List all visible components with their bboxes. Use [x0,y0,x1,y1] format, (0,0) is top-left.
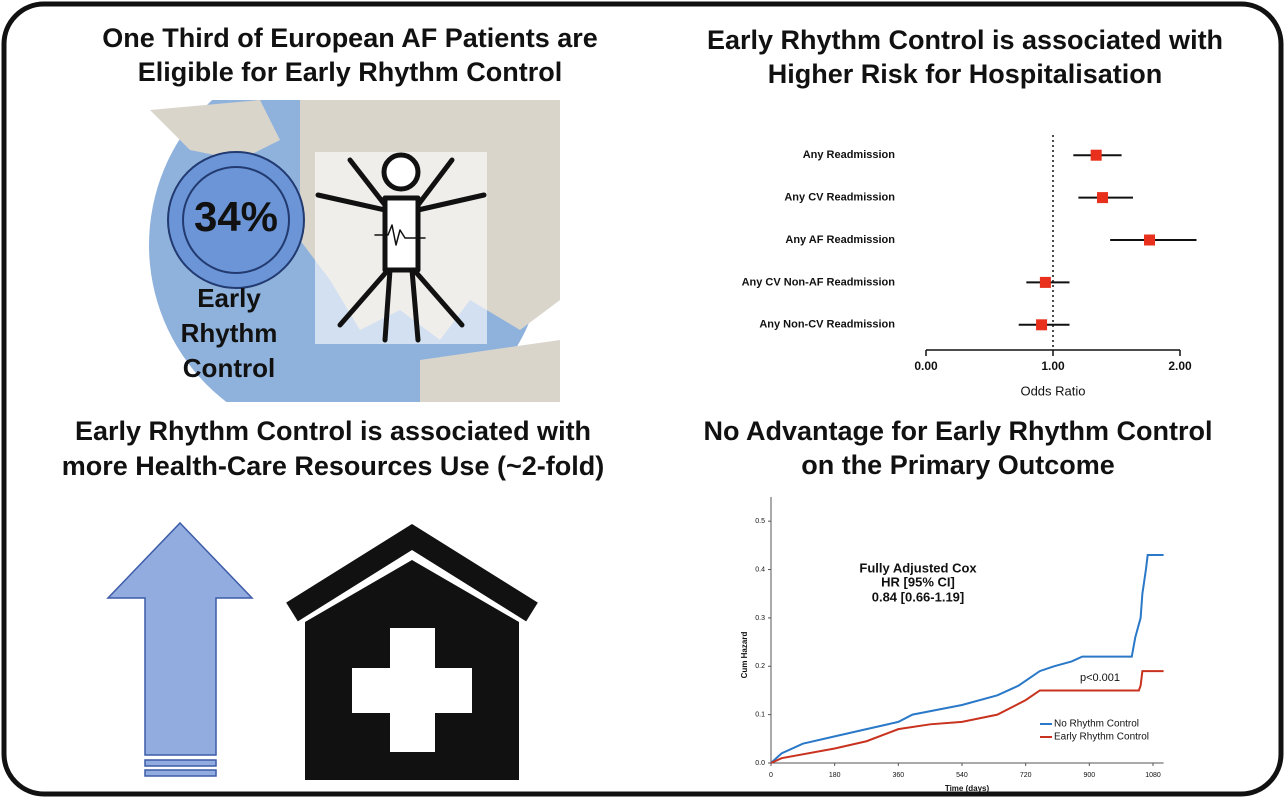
x-tick-label: 720 [1020,772,1032,779]
badge-ring [182,166,290,274]
badge-label: Control [183,353,275,383]
legend-label: Early Rhythm Control [1054,732,1149,743]
y-tick-label: 0.5 [755,518,765,525]
panel-title: Higher Risk for Hospitalisation [768,59,1163,89]
x-tick-label: 0 [769,772,773,779]
point-estimate [1144,234,1156,246]
x-tick-label: 1080 [1145,772,1161,779]
y-tick-label: 0.2 [755,663,765,670]
y-tick-label: 0.0 [755,760,765,767]
panel-title: more Health-Care Resources Use (~2-fold) [62,451,604,481]
category-label: Any AF Readmission [785,234,895,246]
human-figure [315,152,487,343]
cross [352,668,472,713]
panel-title: Early Rhythm Control is associated with [707,25,1223,55]
point-estimate [1039,276,1051,288]
point-estimate [1097,192,1109,204]
x-tick-label: 2.00 [1168,359,1192,373]
hazard-curve [770,670,1164,764]
x-axis-label: Time (days) [945,784,990,793]
y-tick-label: 0.1 [755,711,765,718]
category-label: Any CV Readmission [784,192,895,204]
x-tick-label: 360 [892,772,904,779]
hazard-curve [770,554,1164,764]
panel-title: on the Primary Outcome [801,450,1115,480]
badge-label: Early [197,283,261,313]
y-axis-label: Cum Hazard [740,632,749,679]
panel-title: No Advantage for Early Rhythm Control [703,416,1212,446]
x-tick-label: 900 [1083,772,1095,779]
annotation: p<0.001 [1080,672,1120,684]
arrow-bar [144,769,217,777]
badge [167,151,305,289]
point-estimate [1090,149,1102,161]
category-label: Any CV Non-AF Readmission [742,276,896,288]
arrow-bar [144,759,217,767]
x-tick-label: 180 [829,772,841,779]
x-tick-label: 0.00 [914,359,938,373]
category-label: Any Readmission [803,149,896,161]
panel-title: Eligible for Early Rhythm Control [138,57,563,87]
x-axis-label: Odds Ratio [1020,383,1085,398]
category-label: Any Non-CV Readmission [759,319,895,331]
percent-label: 34% [194,193,278,240]
x-tick-label: 1.00 [1041,359,1065,373]
up-arrow [106,521,254,756]
annotation: HR [95% CI] [881,574,955,589]
y-tick-label: 0.4 [755,566,765,573]
house-roof [286,524,538,622]
badge-label: Rhythm [181,318,278,348]
point-estimate [1036,319,1048,331]
x-tick-label: 540 [956,772,968,779]
annotation: Fully Adjusted Cox [859,560,977,575]
panel-title: One Third of European AF Patients are [102,23,598,53]
panel-title: Early Rhythm Control is associated with [75,416,591,446]
annotation: 0.84 [0.66-1.19] [872,589,965,604]
y-tick-label: 0.3 [755,615,765,622]
legend-label: No Rhythm Control [1054,719,1139,730]
